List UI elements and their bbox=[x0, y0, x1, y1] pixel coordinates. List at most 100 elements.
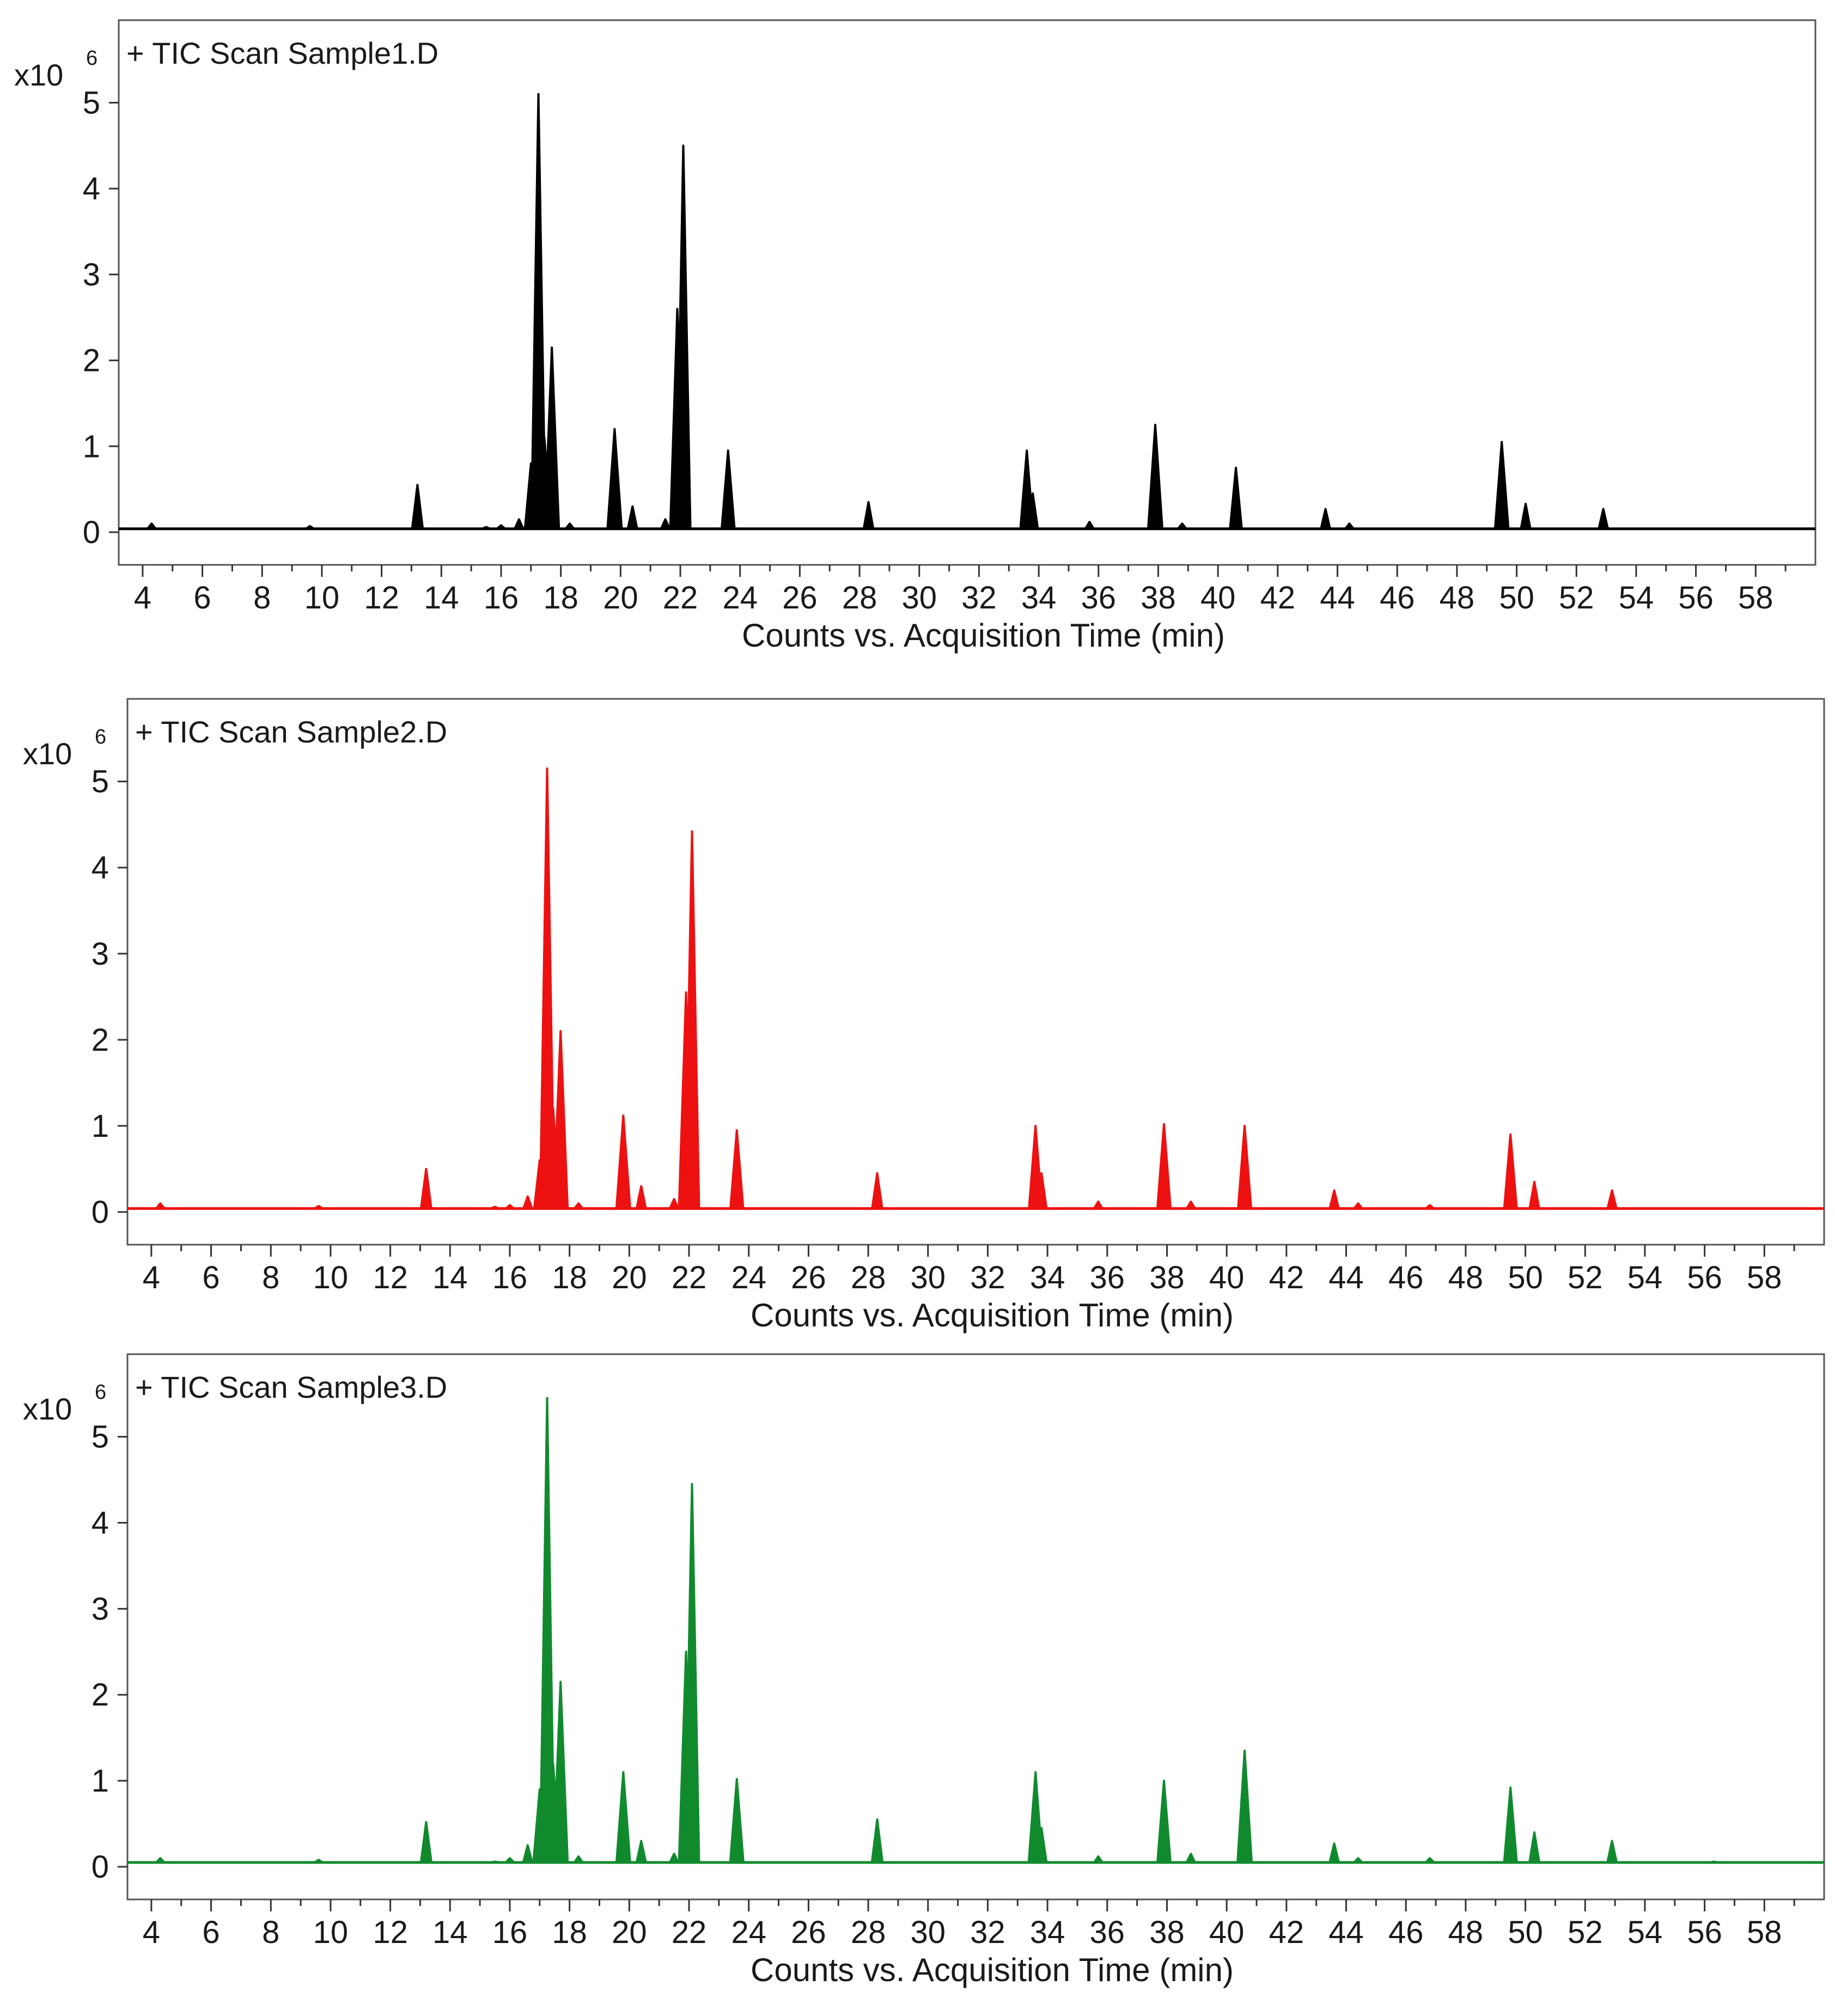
peak-sample3-16 bbox=[729, 1777, 745, 1864]
x-tick-label-sample3-16: 16 bbox=[492, 1915, 528, 1950]
peak-sample2-17 bbox=[871, 1172, 883, 1210]
peak-sample3-29 bbox=[1606, 1840, 1618, 1864]
peak-sample2-0 bbox=[155, 1202, 166, 1210]
peak-sample3-30 bbox=[1708, 1860, 1719, 1864]
peak-sample1-23 bbox=[1229, 466, 1243, 530]
peak-sample1-13 bbox=[660, 518, 671, 530]
x-tick-label-sample2-48: 48 bbox=[1448, 1260, 1484, 1295]
x-tick-label-sample3-56: 56 bbox=[1687, 1915, 1722, 1950]
peak-sample1-20 bbox=[1084, 521, 1095, 530]
peak-sample3-25 bbox=[1352, 1857, 1363, 1864]
x-tick-label-sample2-24: 24 bbox=[731, 1260, 766, 1295]
x-tick-label-sample1-28: 28 bbox=[842, 580, 877, 616]
panel-title-sample3: + TIC Scan Sample3.D bbox=[135, 1370, 447, 1404]
panel-title-sample2: + TIC Scan Sample2.D bbox=[135, 715, 447, 749]
y-tick-label-sample2-5: 5 bbox=[92, 764, 109, 800]
x-tick-label-sample3-34: 34 bbox=[1030, 1915, 1065, 1950]
x-tick-label-sample1-38: 38 bbox=[1141, 580, 1176, 616]
x-tick-label-sample2-12: 12 bbox=[373, 1260, 408, 1295]
x-tick-label-sample3-28: 28 bbox=[851, 1915, 886, 1950]
x-tick-label-sample2-26: 26 bbox=[791, 1260, 826, 1295]
peak-sample1-5 bbox=[514, 518, 525, 530]
x-tick-label-sample2-52: 52 bbox=[1568, 1260, 1603, 1295]
y-tick-label-sample1-2: 2 bbox=[83, 343, 100, 379]
peak-sample1-0 bbox=[146, 522, 157, 530]
y-tick-label-sample2-3: 3 bbox=[92, 936, 109, 972]
x-tick-label-sample3-32: 32 bbox=[970, 1915, 1005, 1950]
y-tick-label-sample3-5: 5 bbox=[92, 1420, 109, 1455]
x-tick-label-sample1-22: 22 bbox=[663, 580, 698, 616]
peak-sample2-11 bbox=[615, 1114, 631, 1210]
x-tick-label-sample3-38: 38 bbox=[1149, 1915, 1185, 1950]
x-tick-label-sample3-20: 20 bbox=[612, 1915, 647, 1950]
x-tick-label-sample1-56: 56 bbox=[1678, 580, 1714, 616]
x-tick-label-sample3-24: 24 bbox=[731, 1915, 766, 1950]
peak-sample2-29 bbox=[1606, 1189, 1618, 1210]
peak-sample1-3 bbox=[481, 526, 491, 530]
peak-sample1-21 bbox=[1147, 423, 1163, 530]
peak-sample1-4 bbox=[496, 524, 507, 530]
peak-sample2-10 bbox=[573, 1202, 584, 1210]
x-tick-label-sample1-42: 42 bbox=[1260, 580, 1296, 616]
y-tick-label-sample1-1: 1 bbox=[83, 429, 100, 464]
x-tick-label-sample3-36: 36 bbox=[1090, 1915, 1125, 1950]
x-tick-label-sample3-6: 6 bbox=[202, 1915, 220, 1950]
x-tick-label-sample2-28: 28 bbox=[851, 1260, 886, 1295]
x-tick-label-sample3-12: 12 bbox=[373, 1915, 408, 1950]
y-tick-label-sample2-2: 2 bbox=[92, 1022, 109, 1058]
peak-sample3-11 bbox=[615, 1771, 631, 1864]
x-tick-label-sample1-4: 4 bbox=[134, 580, 151, 616]
y-scale-exponent-sample1: 6 bbox=[86, 47, 97, 70]
y-scale-label-sample2: x10 bbox=[23, 736, 72, 771]
peak-sample2-3 bbox=[490, 1205, 500, 1210]
x-tick-label-sample2-36: 36 bbox=[1090, 1260, 1125, 1295]
peak-sample2-15 bbox=[684, 830, 700, 1210]
peak-sample1-16 bbox=[721, 449, 736, 530]
x-tick-label-sample2-40: 40 bbox=[1209, 1260, 1245, 1295]
x-tick-label-sample2-50: 50 bbox=[1508, 1260, 1543, 1295]
x-tick-label-sample1-24: 24 bbox=[722, 580, 758, 616]
peak-sample2-21 bbox=[1156, 1123, 1172, 1210]
peak-sample2-2 bbox=[419, 1167, 432, 1210]
peak-sample2-23 bbox=[1237, 1124, 1253, 1210]
x-tick-label-sample2-46: 46 bbox=[1388, 1260, 1424, 1295]
x-tick-label-sample2-38: 38 bbox=[1149, 1260, 1185, 1295]
peak-sample3-20 bbox=[1093, 1855, 1104, 1864]
peak-sample1-24 bbox=[1320, 508, 1331, 530]
x-tick-label-sample2-18: 18 bbox=[552, 1260, 587, 1295]
panel-title-sample1: + TIC Scan Sample1.D bbox=[126, 36, 438, 70]
y-scale-label-sample1: x10 bbox=[14, 58, 63, 92]
y-tick-label-sample2-4: 4 bbox=[92, 850, 109, 886]
peak-sample2-27 bbox=[1503, 1133, 1518, 1210]
peak-sample2-1 bbox=[313, 1204, 324, 1210]
peak-sample3-28 bbox=[1528, 1831, 1541, 1864]
y-tick-label-sample2-1: 1 bbox=[92, 1109, 109, 1144]
y-tick-label-sample1-5: 5 bbox=[83, 86, 100, 121]
peak-sample2-5 bbox=[522, 1195, 533, 1210]
peak-sample3-19 bbox=[1035, 1826, 1048, 1864]
x-tick-label-sample1-30: 30 bbox=[901, 580, 937, 616]
y-scale-exponent-sample3: 6 bbox=[95, 1381, 106, 1404]
x-tick-label-sample2-20: 20 bbox=[612, 1260, 647, 1295]
peak-sample3-12 bbox=[635, 1840, 647, 1864]
x-tick-label-sample2-56: 56 bbox=[1687, 1260, 1722, 1295]
peak-sample1-27 bbox=[1520, 502, 1532, 530]
x-tick-label-sample3-10: 10 bbox=[313, 1915, 349, 1950]
peak-sample3-1 bbox=[313, 1859, 324, 1864]
peak-sample3-3 bbox=[490, 1860, 500, 1864]
peak-sample2-24 bbox=[1328, 1189, 1340, 1210]
x-tick-label-sample1-40: 40 bbox=[1200, 580, 1236, 616]
peak-sample1-19 bbox=[1026, 492, 1039, 530]
x-tick-label-sample3-54: 54 bbox=[1627, 1915, 1663, 1950]
x-tick-label-sample3-26: 26 bbox=[791, 1915, 826, 1950]
peak-sample1-28 bbox=[1598, 508, 1609, 530]
peak-sample1-12 bbox=[626, 505, 638, 530]
x-tick-label-sample2-32: 32 bbox=[970, 1260, 1005, 1295]
peak-sample2-4 bbox=[504, 1204, 515, 1210]
x-tick-label-sample1-16: 16 bbox=[484, 580, 519, 616]
x-tick-label-sample3-4: 4 bbox=[143, 1915, 160, 1950]
x-tick-label-sample3-42: 42 bbox=[1269, 1915, 1304, 1950]
